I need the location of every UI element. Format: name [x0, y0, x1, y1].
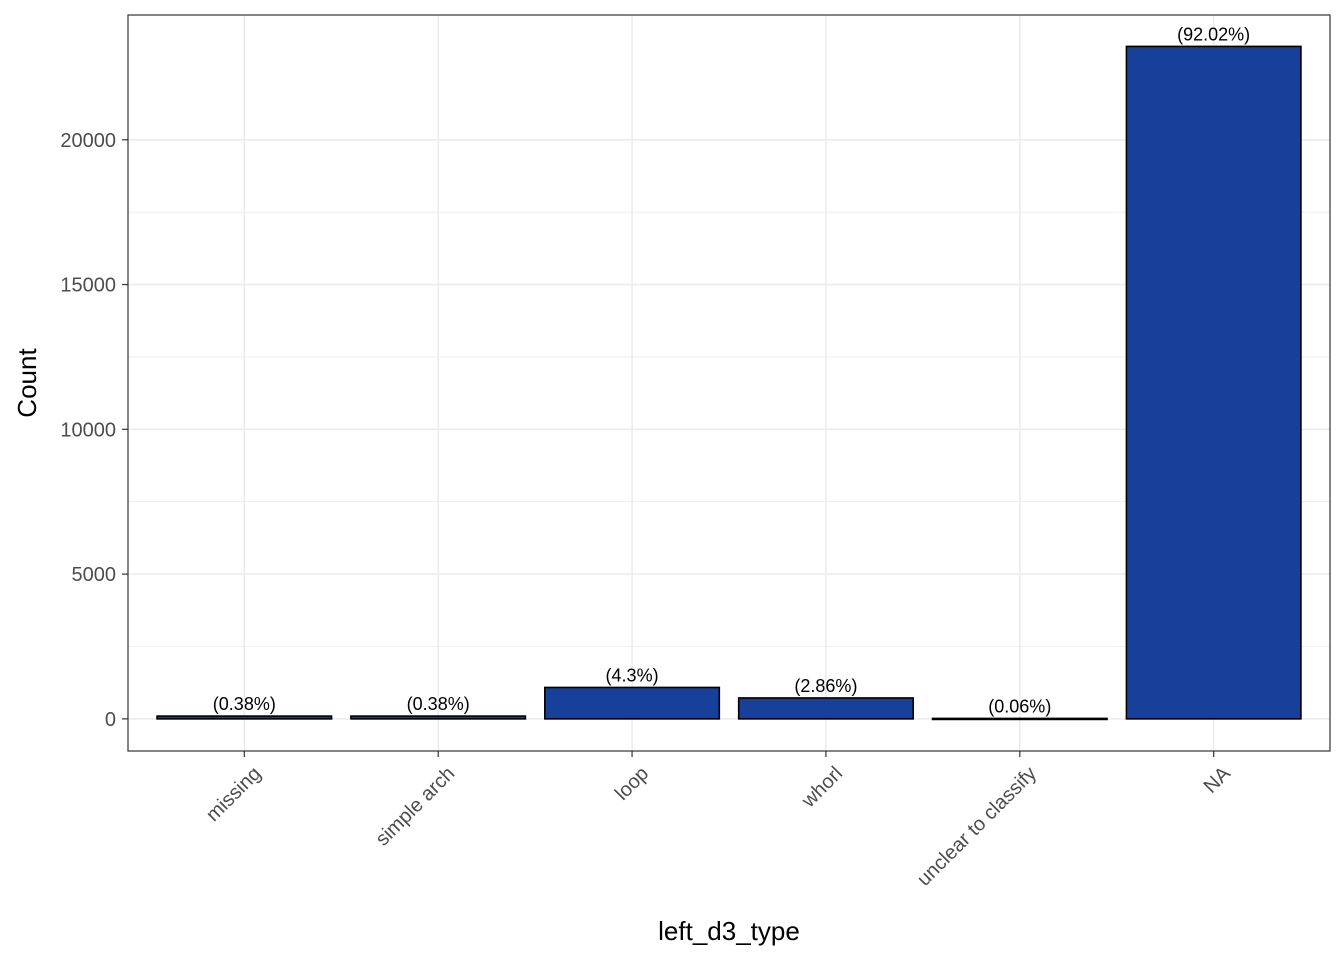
x-tick-label: unclear to classify [913, 763, 1041, 891]
y-tick-label: 10000 [60, 419, 116, 441]
x-axis-title: left_d3_type [658, 916, 800, 946]
bar-data-label: (0.06%) [988, 696, 1051, 716]
x-axis: missing simple arch loop whorl unclear to cl… [202, 751, 1235, 891]
bars [156, 45, 1302, 721]
plot-border [127, 14, 1331, 752]
x-tick-label: NA [1200, 762, 1236, 798]
bar-data-label: (0.38%) [213, 694, 276, 714]
data-labels: (0.38%) (0.38%) (4.3%) (2.86%) (0.06%) (92.02… [213, 24, 1250, 716]
bar [931, 717, 1108, 721]
bar [1125, 45, 1302, 720]
bar-data-label: (2.86%) [794, 676, 857, 696]
x-tick-label: simple arch [371, 763, 459, 851]
x-tick-label: missing [202, 763, 265, 826]
y-axis-title: Count [12, 348, 42, 418]
y-tick-label: 20000 [60, 130, 116, 152]
y-tick-label: 0 [105, 709, 116, 731]
y-axis: 0 5000 10000 15000 20000 [60, 130, 128, 731]
x-tick-label: whorl [797, 763, 847, 813]
bar [156, 715, 333, 720]
bar [544, 686, 721, 720]
x-tick-label: loop [611, 763, 653, 805]
bar-data-label: (92.02%) [1177, 24, 1250, 44]
bar-data-label: (4.3%) [606, 665, 659, 685]
bar [350, 715, 527, 720]
y-tick-label: 5000 [72, 564, 117, 586]
bar-data-label: (0.38%) [407, 694, 470, 714]
y-tick-label: 15000 [60, 275, 116, 297]
bar [737, 697, 914, 720]
